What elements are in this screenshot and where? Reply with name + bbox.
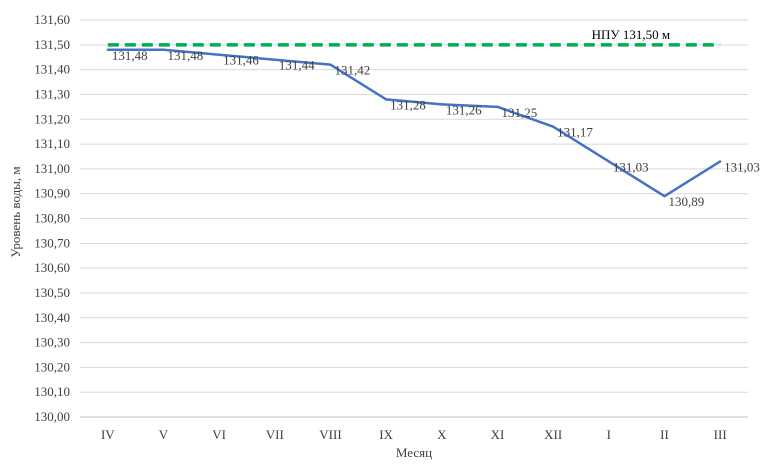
y-tick-label: 130,50 <box>34 285 70 300</box>
y-tick-label: 131,00 <box>34 161 70 176</box>
data-point <box>106 48 110 51</box>
x-tick-label: III <box>714 427 727 442</box>
x-tick-label: I <box>607 427 611 442</box>
npu-reference-label: НПУ 131,50 м <box>592 27 670 42</box>
data-point <box>217 53 221 56</box>
y-tick-label: 130,80 <box>34 211 70 226</box>
data-label: 131,03 <box>724 159 760 174</box>
y-axis-ticks: 130,00 130,10 130,20 130,30 130,40 130,50 130,… <box>34 12 70 424</box>
gridlines <box>80 19 748 418</box>
data-label: 131,28 <box>390 97 426 112</box>
data-label: 130,89 <box>669 194 705 209</box>
data-point <box>607 160 611 163</box>
data-label: 131,42 <box>335 63 371 78</box>
y-tick-label: 130,00 <box>34 409 70 424</box>
x-tick-label: VIII <box>319 427 341 442</box>
data-label: 131,03 <box>613 159 649 174</box>
y-tick-label: 130,30 <box>34 335 70 350</box>
y-tick-label: 131,40 <box>34 62 70 77</box>
data-point <box>329 63 332 66</box>
data-label: 131,44 <box>279 58 315 73</box>
data-label: 131,48 <box>112 48 148 63</box>
data-labels: 131,48 131,48 131,46 131,44 131,42 131,28 131,… <box>112 48 760 209</box>
y-tick-label: 131,20 <box>34 111 70 126</box>
x-tick-label: V <box>159 427 169 442</box>
x-tick-label: VI <box>212 427 226 442</box>
data-point <box>273 58 277 61</box>
data-point <box>384 98 388 101</box>
data-label: 131,26 <box>446 102 482 117</box>
x-tick-label: IV <box>101 427 115 442</box>
data-point <box>551 125 555 128</box>
y-tick-label: 130,90 <box>34 186 70 201</box>
x-axis-ticks: IV V VI VII VIII IX X XI XII I II III <box>101 427 727 442</box>
y-tick-label: 131,10 <box>34 136 70 151</box>
reference-line-group: НПУ 131,50 м <box>107 27 721 47</box>
data-label: 131,17 <box>557 125 593 140</box>
y-tick-label: 130,40 <box>34 310 70 325</box>
x-tick-label: XI <box>491 427 505 442</box>
y-tick-label: 131,30 <box>34 86 70 101</box>
data-point <box>718 160 722 163</box>
data-label: 131,25 <box>502 105 538 120</box>
x-tick-label: VII <box>266 427 284 442</box>
series-line <box>107 48 721 198</box>
y-tick-label: 130,60 <box>34 260 70 275</box>
x-axis-title: Месяц <box>396 445 432 460</box>
x-tick-label: IX <box>379 427 393 442</box>
data-point <box>440 103 444 106</box>
y-tick-label: 130,10 <box>34 384 70 399</box>
series-group <box>106 48 722 198</box>
y-tick-label: 131,60 <box>34 12 70 27</box>
data-point <box>162 48 165 51</box>
data-point <box>663 194 666 198</box>
data-label: 131,46 <box>223 53 259 68</box>
x-tick-label: X <box>437 427 447 442</box>
x-tick-label: XII <box>544 427 562 442</box>
y-tick-label: 130,70 <box>34 235 70 250</box>
data-label: 131,48 <box>168 48 204 63</box>
y-tick-label: 130,20 <box>34 359 70 374</box>
y-tick-label: 131,50 <box>34 37 70 52</box>
x-tick-label: II <box>660 427 669 442</box>
y-axis-title: Уровень воды, м <box>8 166 23 257</box>
data-point <box>496 105 499 109</box>
